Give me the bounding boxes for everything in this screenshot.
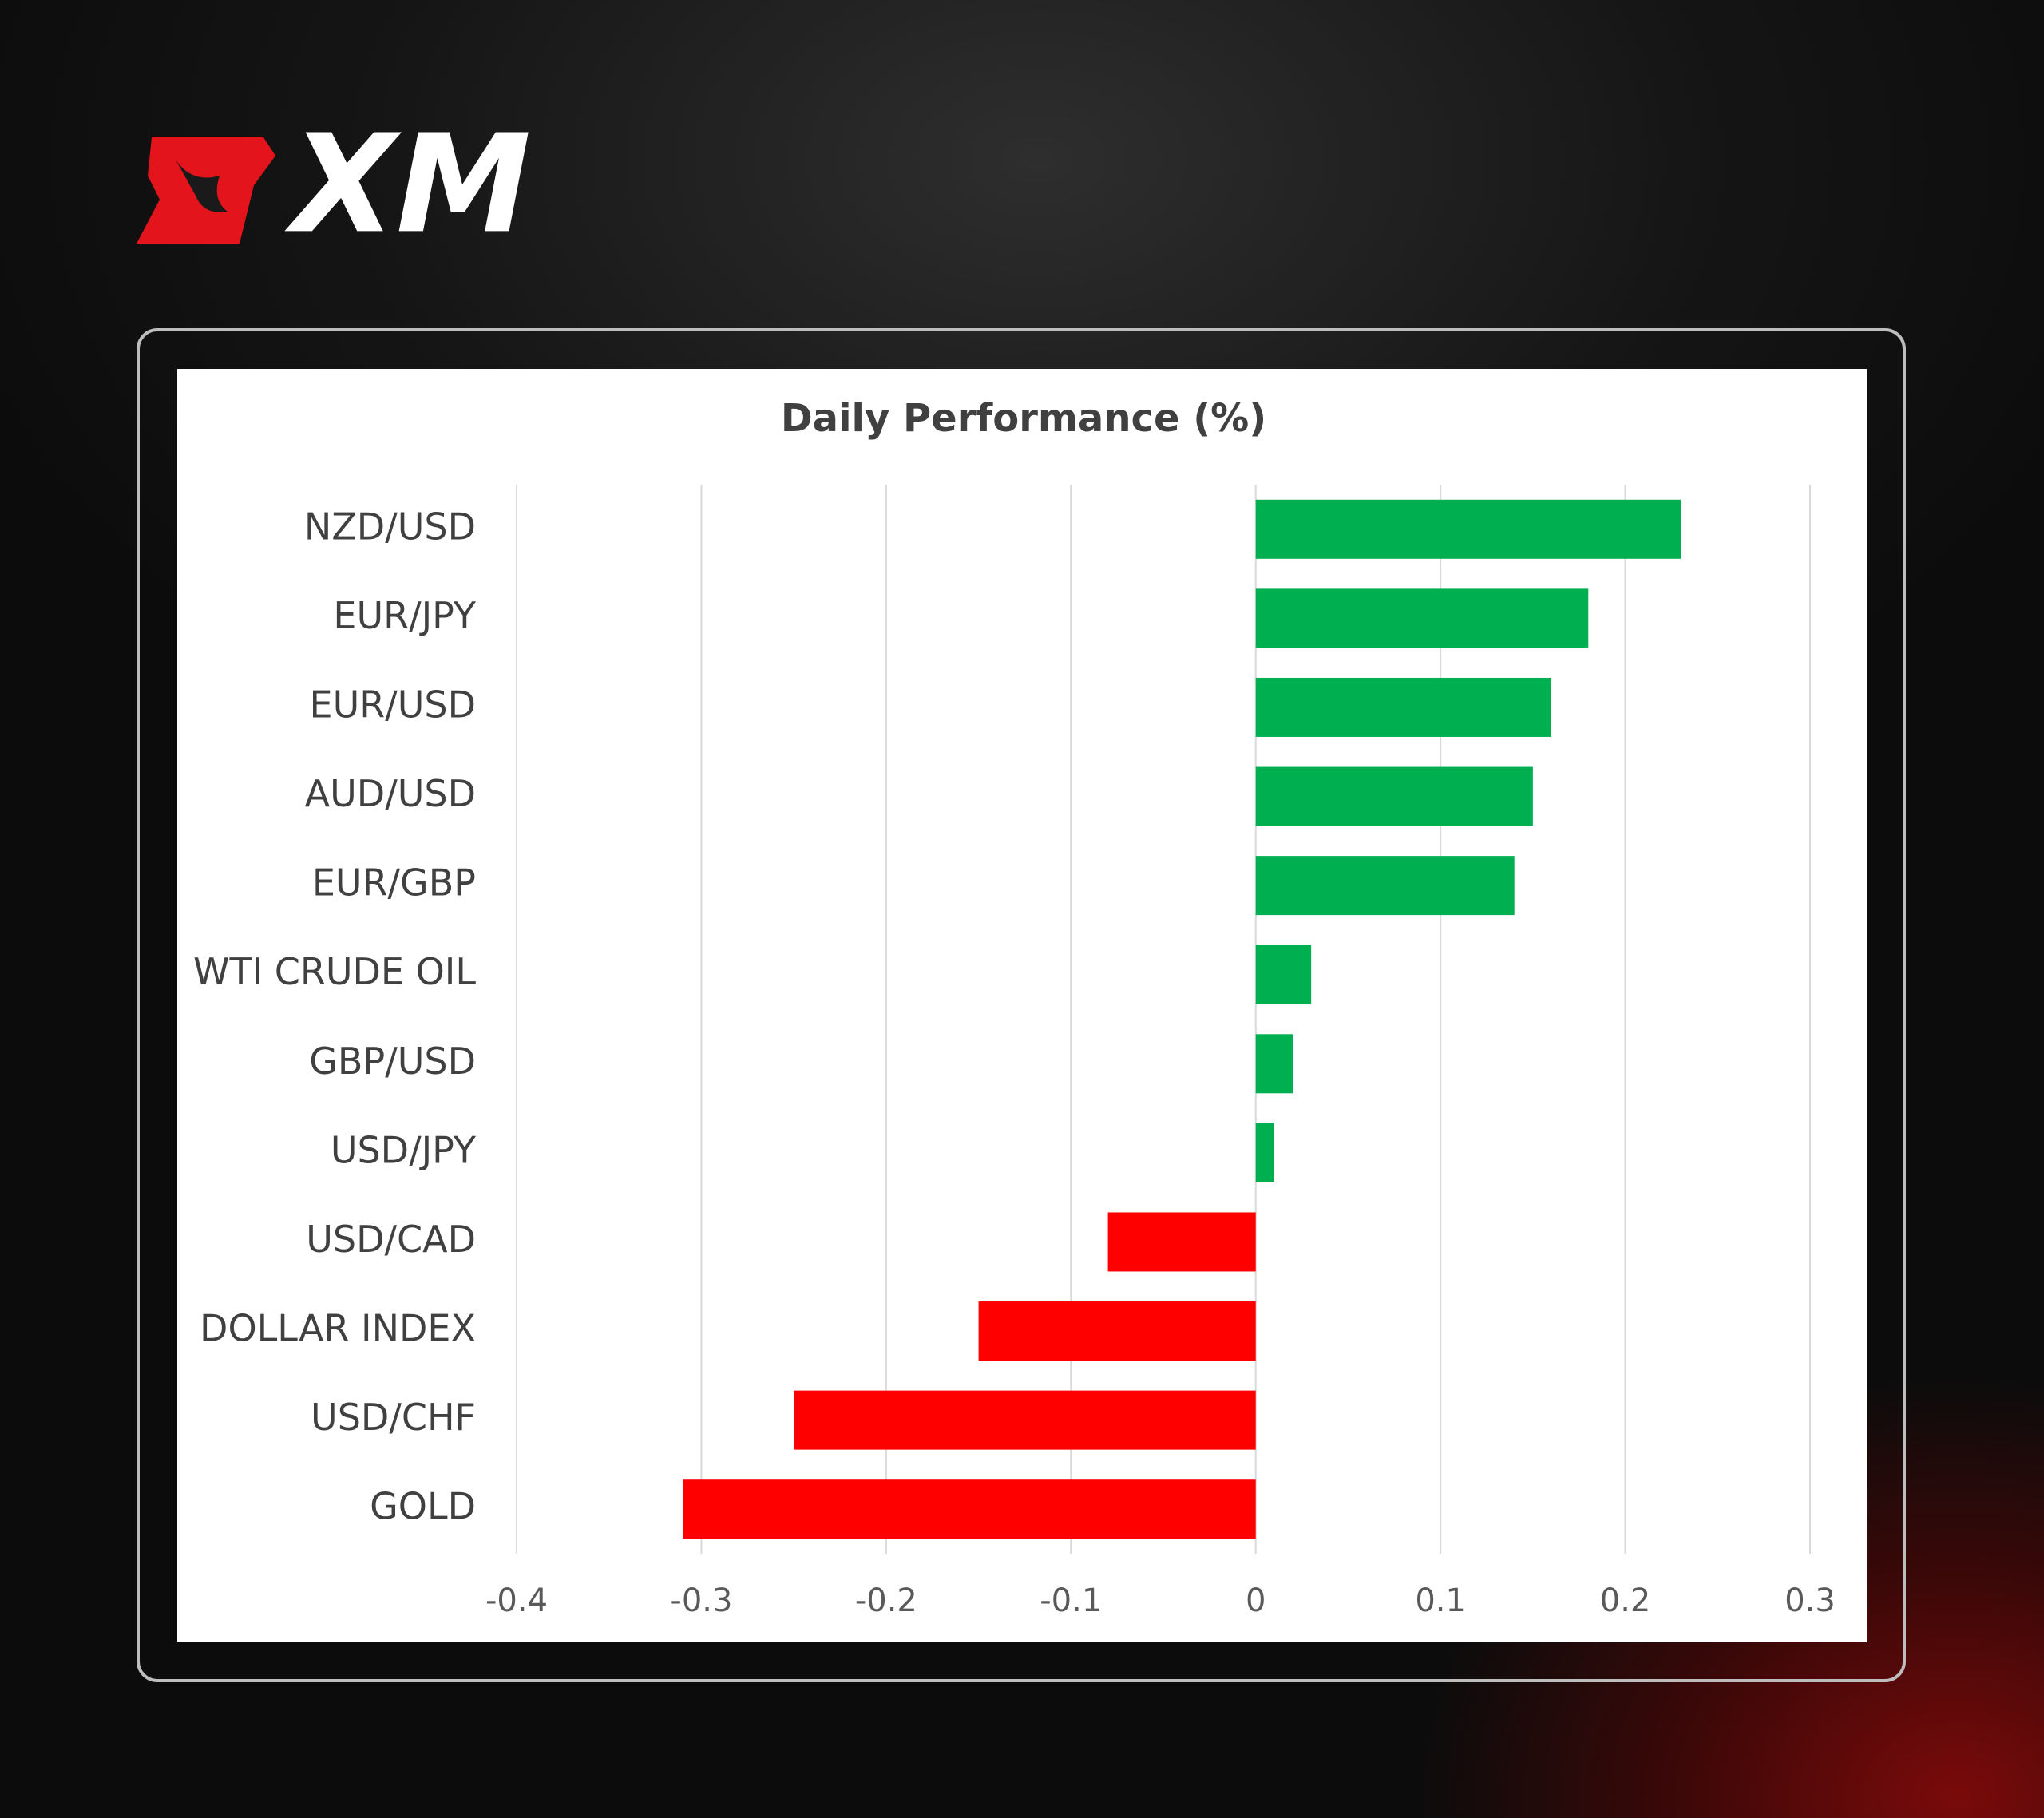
bar	[1255, 1123, 1274, 1182]
x-tick-label: 0	[1246, 1582, 1266, 1619]
y-tick-label: EUR/GBP	[312, 861, 476, 905]
y-tick-label: WTI CRUDE OIL	[193, 950, 476, 993]
y-tick-label: GOLD	[370, 1485, 476, 1528]
chart-area	[177, 369, 1867, 1642]
bar	[1255, 499, 1681, 559]
bar	[1255, 766, 1533, 826]
bar	[978, 1301, 1256, 1361]
bar	[1255, 588, 1589, 648]
bar	[1255, 677, 1551, 737]
y-tick-label: EUR/JPY	[333, 594, 476, 637]
bar	[683, 1479, 1256, 1539]
bar	[1255, 856, 1515, 916]
bar	[1255, 1034, 1293, 1094]
bar	[1107, 1212, 1256, 1272]
x-tick-label: -0.1	[1040, 1582, 1102, 1619]
frame	[137, 328, 1906, 1682]
y-tick-label: USD/JPY	[331, 1128, 477, 1171]
y-tick-label: USD/CAD	[306, 1218, 476, 1261]
chart-title: Daily Performance (%)	[781, 396, 1266, 441]
x-tick-label: 0.2	[1600, 1582, 1651, 1619]
logo: XM	[137, 105, 531, 263]
logo-icon-detail	[176, 160, 228, 212]
y-tick-label: NZD/USD	[304, 505, 476, 548]
x-tick-label: -0.2	[855, 1582, 917, 1619]
y-tick-label: USD/CHF	[311, 1396, 476, 1439]
x-tick-label: -0.3	[670, 1582, 732, 1619]
y-tick-label: DOLLAR INDEX	[200, 1307, 476, 1350]
y-tick-label: EUR/USD	[310, 683, 476, 726]
x-tick-label: 0.1	[1415, 1582, 1466, 1619]
bar	[1255, 945, 1312, 1004]
y-tick-label: GBP/USD	[309, 1040, 476, 1083]
x-tick-label: -0.4	[485, 1582, 548, 1619]
y-tick-label: AUD/USD	[305, 772, 476, 815]
bar	[794, 1390, 1256, 1450]
logo-text: XM	[284, 105, 531, 263]
x-tick-label: 0.3	[1785, 1582, 1836, 1619]
